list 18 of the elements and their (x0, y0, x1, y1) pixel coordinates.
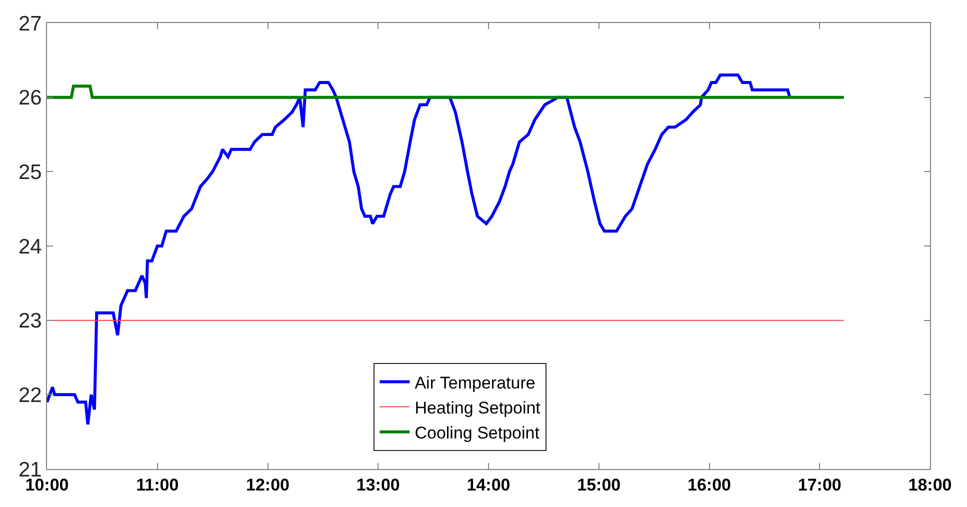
y-tick-label: 26 (18, 86, 42, 110)
x-tick-label: 14:00 (466, 475, 510, 494)
legend-label: Heating Setpoint (414, 398, 541, 418)
x-tick-label: 11:00 (136, 475, 179, 494)
y-tick-label: 22 (18, 384, 42, 408)
line-series (47, 74, 792, 426)
y-tick-label: 27 (18, 12, 42, 36)
x-tick-label: 18:00 (908, 475, 952, 494)
y-tick-label: 23 (18, 310, 42, 333)
x-tick-label: 13:00 (356, 475, 400, 494)
y-tick-label: 24 (18, 235, 42, 258)
y-tick-label: 25 (18, 161, 42, 184)
legend-label: Cooling Setpoint (414, 424, 540, 443)
x-tick-label: 16:00 (688, 475, 731, 494)
legend-label: Air Temperature (414, 373, 536, 392)
x-tick-label: 17:00 (798, 475, 842, 494)
x-tick-label: 15:00 (577, 475, 621, 494)
x-tick-label: 12:00 (246, 475, 290, 494)
